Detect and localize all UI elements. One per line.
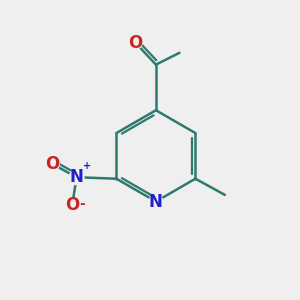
Text: O: O <box>65 196 79 214</box>
Circle shape <box>65 198 79 212</box>
Text: O: O <box>128 34 142 52</box>
Text: N: N <box>149 193 163 211</box>
Circle shape <box>69 170 84 184</box>
Circle shape <box>46 157 59 171</box>
Text: N: N <box>70 168 84 186</box>
Text: -: - <box>80 197 85 211</box>
Circle shape <box>149 195 163 208</box>
Circle shape <box>128 36 142 49</box>
Text: O: O <box>45 155 60 173</box>
Text: +: + <box>83 161 91 171</box>
